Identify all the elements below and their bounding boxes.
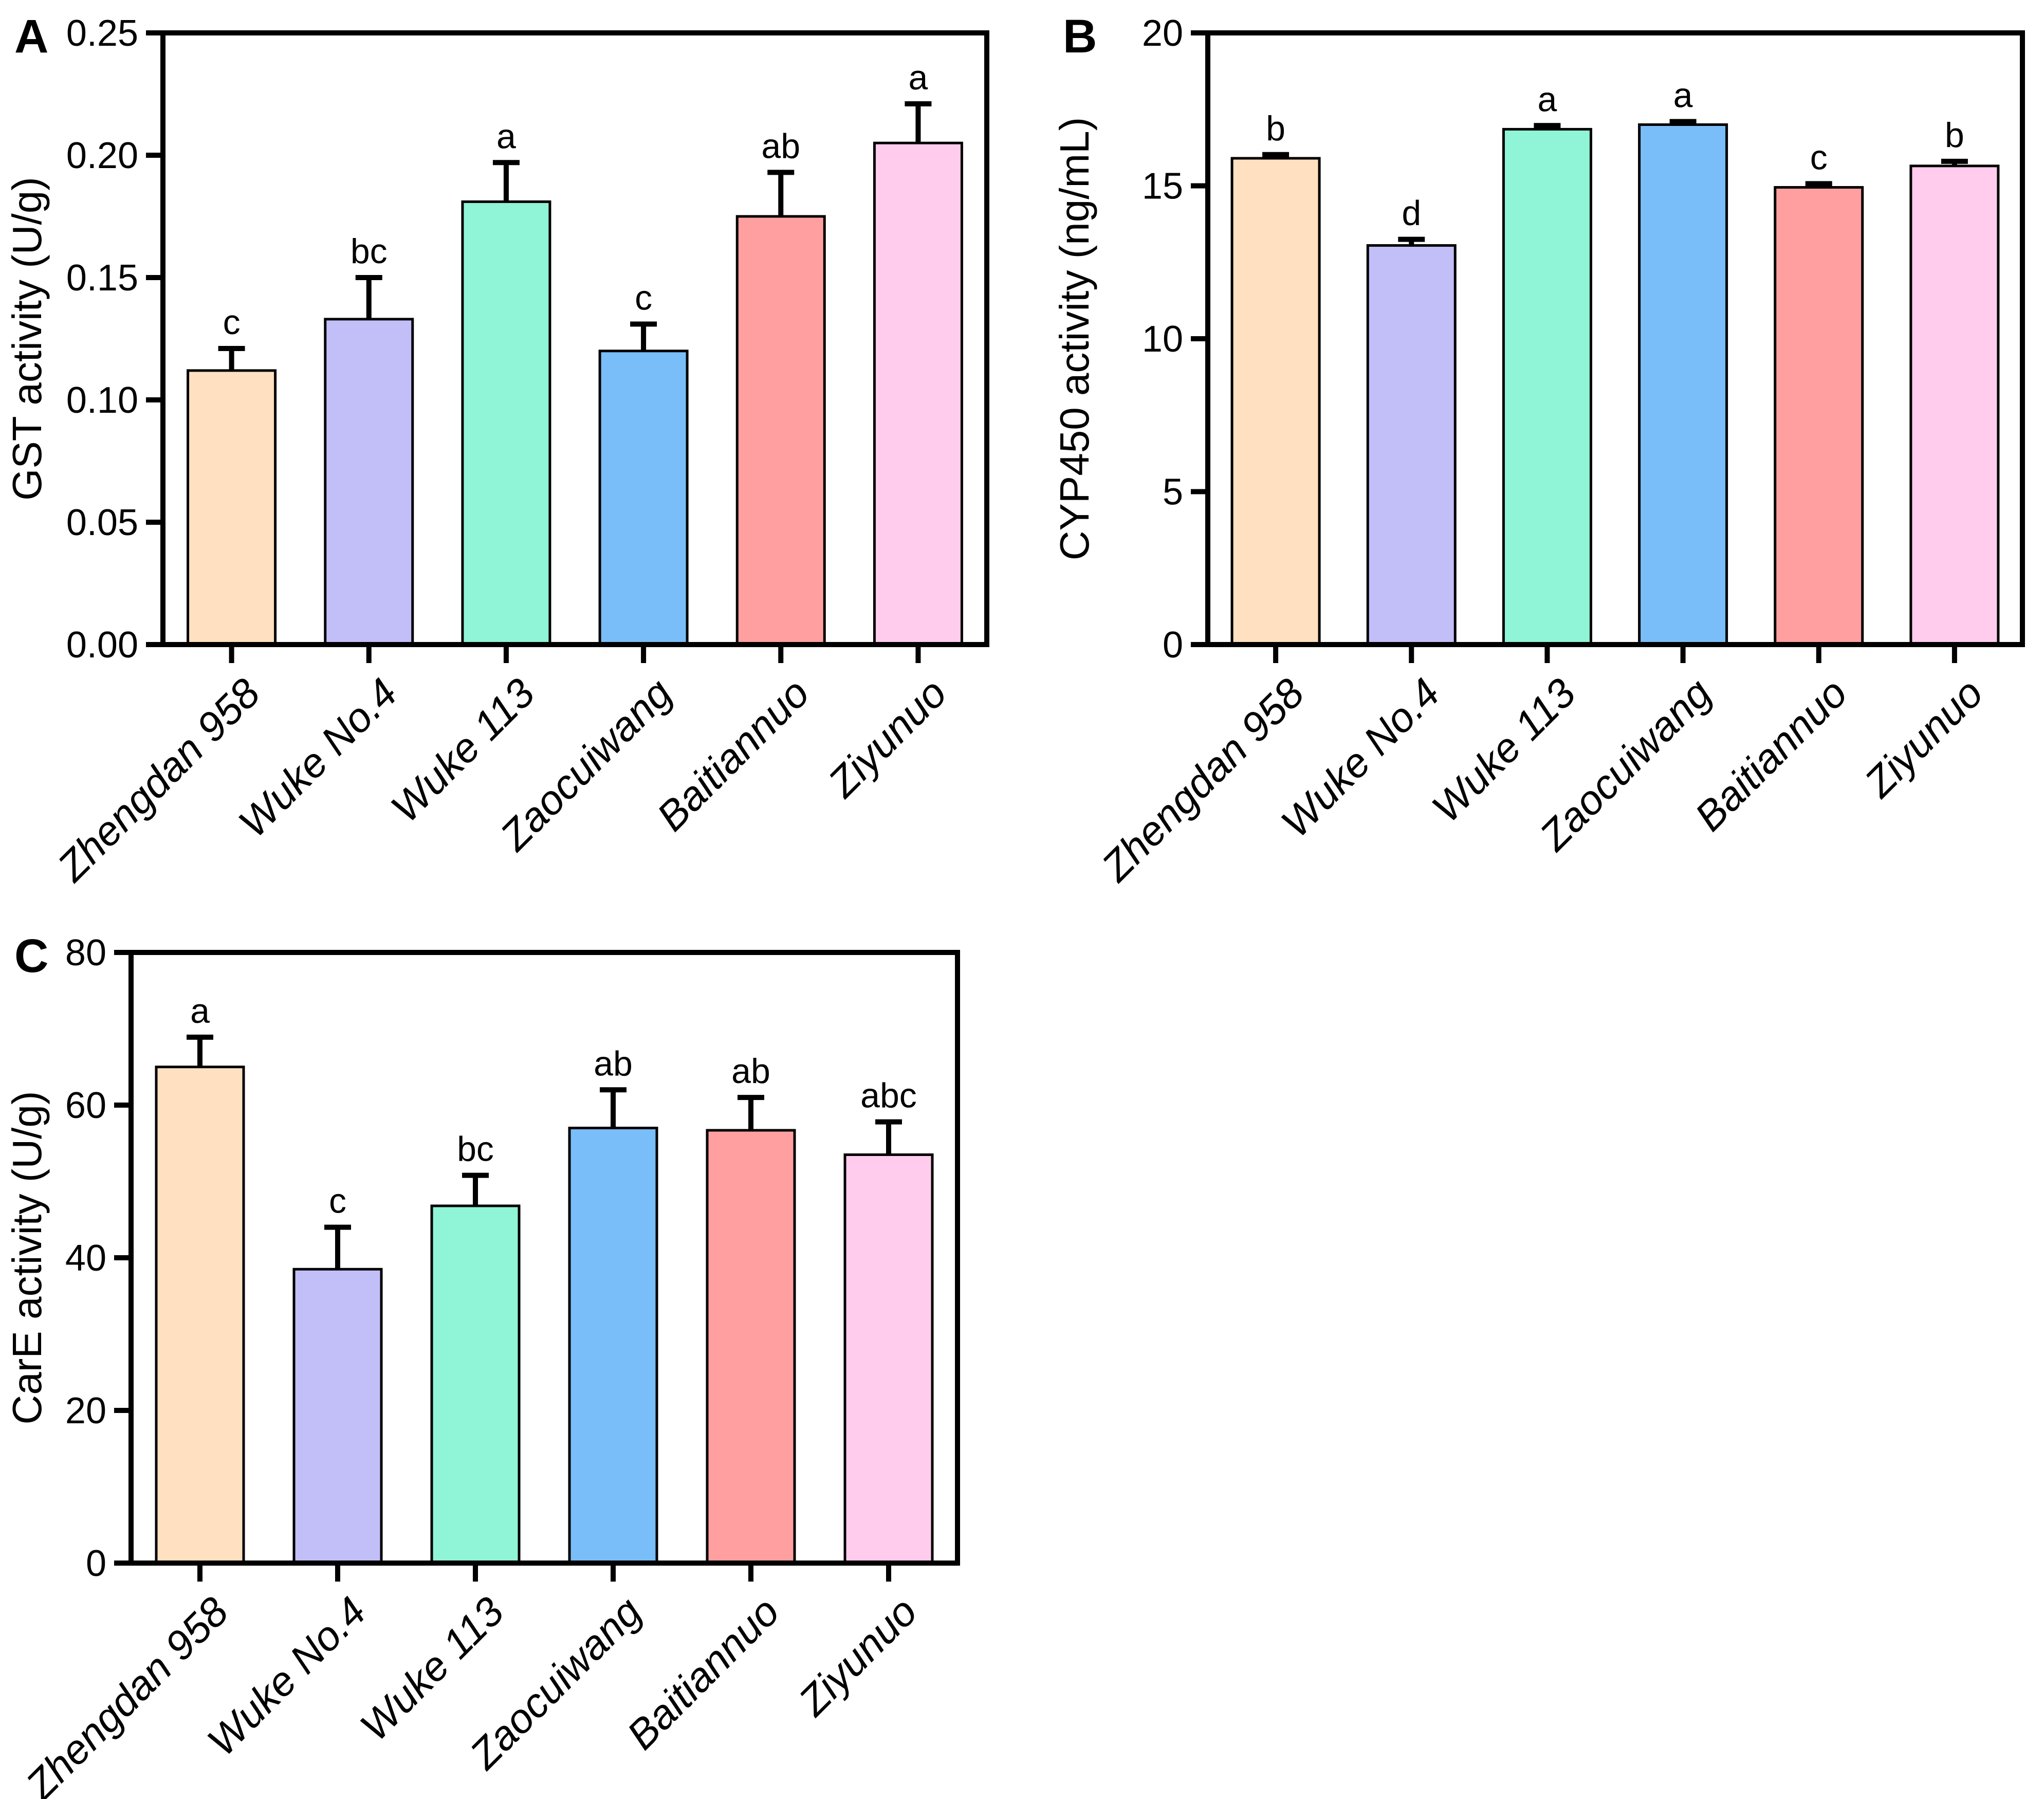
bar-2 — [324, 318, 414, 646]
y-tick-label: 5 — [1163, 472, 1183, 513]
y-tick-label: 10 — [1142, 319, 1183, 360]
significance-letter: ab — [731, 1052, 770, 1091]
plot-frame — [128, 950, 960, 1566]
x-category-label: Ziyunuo — [1855, 670, 1992, 806]
y-tick-label: 0.25 — [66, 13, 138, 54]
significance-letter: ab — [594, 1044, 633, 1083]
bar-6 — [843, 1153, 934, 1565]
significance-letter: a — [1538, 80, 1557, 119]
significance-letter: a — [1673, 76, 1693, 115]
bar-1 — [155, 1066, 245, 1565]
bar-1 — [187, 369, 277, 646]
y-tick-label: 0.05 — [66, 502, 138, 543]
y-tick-label: 60 — [65, 1085, 106, 1126]
bar-1 — [1230, 157, 1321, 646]
panel-B: B CYP450 activity (ng/mL) 0 5 10 15 20 b Zhengda… — [1052, 10, 2025, 891]
panel-letter: B — [1063, 10, 1097, 63]
significance-letter: b — [1266, 109, 1285, 148]
y-axis-title: GST activity (U/g) — [4, 177, 50, 501]
bar-4 — [1638, 123, 1728, 646]
significance-letter: c — [635, 278, 652, 317]
bar-6 — [873, 141, 963, 646]
panel-C: C CarE activity (U/g) 0 20 40 60 80 a Zhengdan 9… — [4, 930, 960, 1799]
significance-letter: d — [1402, 194, 1421, 233]
panel-A: A GST activity (U/g) 0.00 0.05 0.10 0.15 0.20 0… — [4, 10, 989, 891]
y-tick-label: 0.20 — [66, 135, 138, 176]
y-tick-label: 15 — [1142, 166, 1183, 207]
y-tick-label: 20 — [1142, 13, 1183, 54]
y-tick-label: 80 — [65, 932, 106, 974]
significance-letter: b — [1945, 116, 1964, 155]
significance-letter: abc — [860, 1076, 917, 1115]
bar-2 — [1366, 244, 1457, 646]
bar-3 — [1502, 127, 1592, 646]
x-category-label: Zhengdan 958 — [1092, 670, 1313, 891]
significance-letter: c — [223, 303, 241, 342]
significance-letter: ab — [761, 126, 800, 166]
significance-letter: bc — [351, 232, 388, 271]
bar-2 — [292, 1268, 383, 1565]
bar-4 — [598, 350, 689, 646]
bar-4 — [568, 1127, 658, 1565]
x-category-label: Zhengdan 958 — [48, 670, 269, 891]
y-tick-label: 40 — [65, 1238, 106, 1279]
y-tick-label: 0.15 — [66, 258, 138, 299]
panel-letter: A — [14, 10, 48, 63]
bar-3 — [430, 1204, 521, 1565]
plot-frame — [1205, 30, 2025, 647]
bar-5 — [706, 1129, 796, 1565]
bar-3 — [461, 200, 551, 646]
x-category-label: Baitiannuo — [618, 1588, 788, 1758]
significance-letter: bc — [457, 1130, 494, 1169]
y-axis-title: CarE activity (U/g) — [4, 1091, 50, 1425]
y-tick-label: 0.00 — [66, 625, 138, 666]
y-tick-label: 20 — [65, 1390, 106, 1431]
x-category-label: Zhengdan 958 — [16, 1588, 237, 1799]
bar-5 — [1774, 186, 1864, 646]
x-category-label: Ziyunuo — [819, 670, 955, 806]
y-tick-label: 0 — [86, 1543, 106, 1584]
y-tick-label: 0 — [1163, 625, 1183, 666]
y-tick-label: 0.10 — [66, 380, 138, 421]
plot-frame — [160, 30, 989, 647]
y-axis-title: CYP450 activity (ng/mL) — [1052, 117, 1097, 561]
significance-letter: a — [190, 992, 210, 1031]
panel-letter: C — [14, 930, 48, 982]
x-category-label: Ziyunuo — [789, 1588, 926, 1725]
significance-letter: a — [496, 117, 516, 156]
bar-5 — [735, 215, 826, 646]
significance-letter: c — [1810, 138, 1828, 177]
bar-6 — [1909, 164, 2000, 646]
significance-letter: c — [329, 1182, 346, 1221]
significance-letter: a — [909, 58, 928, 97]
